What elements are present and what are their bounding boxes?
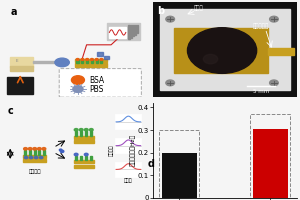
Text: BSA: BSA (89, 76, 105, 85)
Circle shape (95, 59, 98, 60)
Circle shape (79, 129, 83, 131)
Circle shape (84, 129, 88, 131)
Circle shape (270, 16, 278, 22)
Bar (107, 23, 140, 40)
Text: a: a (10, 7, 17, 17)
Circle shape (40, 156, 43, 159)
Bar (159, 130, 200, 198)
Circle shape (60, 150, 64, 153)
Bar (104, 56, 109, 59)
Bar (253, 129, 288, 198)
Text: 周波数: 周波数 (124, 178, 133, 183)
Text: 出力電圧: 出力電圧 (109, 145, 114, 156)
Bar (23, 159, 46, 162)
Circle shape (166, 80, 175, 86)
Bar (80, 131, 82, 136)
Bar (160, 9, 290, 90)
Bar (29, 150, 31, 155)
Circle shape (73, 86, 83, 92)
Bar (162, 153, 197, 198)
Bar (7, 77, 33, 94)
Circle shape (38, 148, 41, 150)
Circle shape (24, 156, 28, 159)
Bar (116, 162, 141, 177)
Bar (128, 25, 130, 39)
Bar (75, 63, 107, 67)
Circle shape (74, 129, 78, 131)
FancyBboxPatch shape (59, 69, 141, 97)
Bar (75, 131, 77, 136)
Bar (74, 140, 94, 143)
Circle shape (34, 156, 38, 159)
Circle shape (89, 129, 93, 131)
Bar (24, 150, 26, 155)
Text: d: d (148, 159, 154, 169)
Bar (43, 150, 45, 155)
Bar (268, 48, 294, 55)
Circle shape (33, 148, 37, 150)
Bar (75, 59, 107, 62)
Circle shape (100, 59, 103, 60)
Bar (85, 156, 87, 160)
Bar (81, 59, 83, 63)
Circle shape (59, 149, 62, 151)
Text: クラッド板: クラッド板 (253, 23, 269, 29)
Bar (90, 156, 92, 160)
Bar (135, 25, 136, 35)
Text: 曲げ振動: 曲げ振動 (28, 169, 41, 174)
Circle shape (74, 153, 78, 156)
Bar (109, 27, 126, 38)
Circle shape (28, 148, 32, 150)
Bar (74, 165, 94, 168)
Bar (133, 25, 134, 36)
Bar (137, 25, 139, 33)
Circle shape (42, 148, 46, 150)
Circle shape (270, 80, 278, 86)
Circle shape (91, 59, 93, 60)
Circle shape (81, 59, 84, 60)
Bar (95, 59, 98, 63)
Circle shape (84, 153, 88, 156)
Bar (10, 57, 33, 67)
Bar (23, 155, 46, 158)
Circle shape (166, 16, 175, 22)
Bar (80, 156, 82, 160)
Bar (74, 160, 94, 163)
Circle shape (71, 76, 84, 84)
Bar (175, 28, 268, 73)
Circle shape (24, 148, 27, 150)
Bar (90, 131, 92, 136)
Bar (34, 150, 36, 155)
Bar (116, 138, 141, 153)
Bar (33, 61, 55, 63)
Text: c: c (7, 106, 13, 116)
Circle shape (203, 54, 218, 64)
Bar (130, 25, 132, 38)
Circle shape (86, 59, 88, 60)
Text: E: E (16, 59, 19, 63)
Circle shape (76, 59, 79, 60)
Text: 加振機: 加振機 (194, 6, 204, 11)
Bar (75, 156, 77, 160)
Text: PBS: PBS (89, 85, 104, 94)
Bar (76, 59, 79, 63)
Bar (100, 59, 102, 63)
Y-axis label: 周波数変化（Hz）: 周波数変化（Hz） (130, 134, 136, 166)
Bar (250, 114, 290, 198)
Bar (86, 59, 88, 63)
Circle shape (188, 28, 256, 73)
Bar (85, 131, 87, 136)
Ellipse shape (55, 58, 69, 67)
Bar (91, 59, 93, 63)
Text: b: b (157, 6, 164, 16)
Bar (74, 136, 94, 139)
Bar (38, 150, 40, 155)
Circle shape (29, 156, 33, 159)
Bar (10, 66, 33, 71)
Bar (116, 114, 141, 129)
Text: 5 mm: 5 mm (253, 89, 269, 94)
Bar (97, 52, 103, 56)
